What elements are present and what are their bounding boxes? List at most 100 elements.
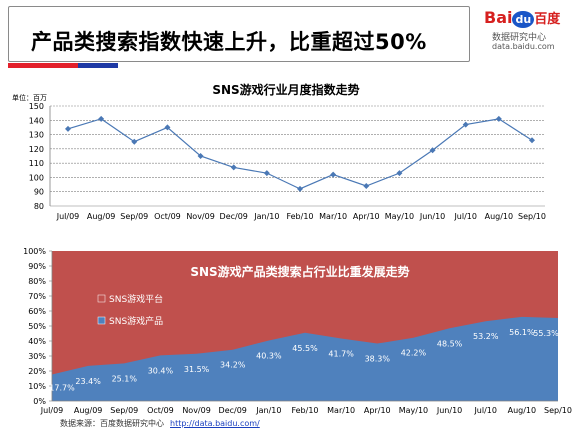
y-tick-label: 140 [29, 116, 44, 125]
x-tick-label: Dec/09 [220, 212, 248, 221]
y-tick-label: 10% [28, 382, 46, 391]
accent-bar-blue [78, 63, 118, 68]
x-tick-label: Apr/10 [353, 212, 380, 221]
x-tick-label: Jan/10 [253, 212, 279, 221]
x-tick-label: Jul/10 [453, 212, 477, 221]
accent-bar-red [8, 63, 78, 68]
data-label: 45.5% [292, 344, 318, 353]
y-tick-label: 50% [28, 322, 46, 331]
x-tick-label: Oct/09 [147, 406, 174, 415]
data-label: 31.5% [184, 365, 210, 374]
legend-label-product: SNS游戏产品 [109, 315, 163, 327]
x-tick-label: Nov/09 [186, 212, 215, 221]
data-label: 42.2% [401, 349, 427, 358]
y-tick-label: 150 [29, 102, 44, 111]
logo-wordmark: Bai du 百度 [484, 8, 560, 28]
data-label: 17.7% [49, 383, 75, 392]
data-label: 34.2% [220, 361, 246, 370]
data-label: 55.3% [533, 329, 559, 338]
data-point [263, 170, 270, 177]
x-tick-label: Mar/10 [319, 212, 347, 221]
data-label: 41.7% [328, 349, 354, 358]
data-point [462, 121, 469, 128]
footer-link[interactable]: http://data.baidu.com/ [170, 419, 260, 428]
y-tick-label: 120 [29, 145, 44, 154]
legend-label-platform: SNS游戏平台 [109, 293, 163, 305]
logo-domain: data.baidu.com [492, 42, 555, 51]
x-tick-label: Aug/09 [74, 406, 103, 415]
data-label: 53.2% [473, 332, 499, 341]
x-tick-label: Jul/09 [56, 212, 80, 221]
data-label: 30.4% [148, 366, 174, 375]
chart-title: SNS游戏产品类搜索占行业比重发展走势 [190, 264, 409, 279]
data-point [197, 153, 204, 159]
y-tick-label: 130 [29, 131, 44, 140]
y-tick-label: 100 [29, 173, 44, 182]
x-tick-label: Oct/09 [154, 212, 181, 221]
y-tick-label: 70% [28, 292, 46, 301]
x-tick-label: Sep/09 [120, 212, 148, 221]
x-tick-label: Feb/10 [286, 212, 313, 221]
area-chart: 0% 10% 20% 30% 40% 50% 60% 70% 80% 90% 100% Jul/09 A… [23, 247, 572, 415]
x-tick-label: Jul/10 [473, 406, 497, 415]
footer-source: 数据来源：百度数据研究中心 [60, 419, 164, 428]
area-series-product [52, 316, 558, 401]
data-label: 56.1% [509, 328, 535, 337]
baidu-logo: Bai du 百度 数据研究中心 data.baidu.com [484, 8, 568, 60]
logo-cn: 百度 [534, 12, 561, 27]
data-point [330, 171, 337, 178]
y-tick-label: 110 [29, 159, 44, 168]
x-tick-label: Sep/09 [110, 406, 138, 415]
data-point [363, 183, 370, 189]
chart-title: SNS游戏行业月度指数走势 [212, 82, 359, 97]
x-tick-label: May/10 [399, 406, 428, 415]
y-tick-label: 80% [28, 277, 46, 286]
unit-label: 单位：百万 [12, 93, 47, 102]
series-line [67, 118, 533, 190]
y-tick-label: 60% [28, 307, 46, 316]
x-tick-label: Aug/10 [508, 406, 537, 415]
x-tick-label: Jan/10 [255, 406, 281, 415]
legend-swatch-platform [97, 294, 106, 303]
data-label: 23.4% [75, 377, 101, 386]
title-box: 产品类搜索指数快速上升，比重超过50% [8, 6, 470, 62]
data-point [131, 138, 138, 145]
y-tick-label: 80 [34, 202, 44, 211]
x-tick-label: Aug/09 [87, 212, 116, 221]
logo-du: du [512, 11, 535, 28]
y-tick-label: 90% [28, 262, 46, 271]
legend-swatch-product [97, 316, 106, 325]
x-tick-label: Jun/10 [436, 406, 462, 415]
data-label: 40.3% [256, 352, 282, 361]
data-point [65, 125, 71, 132]
y-tick-label: 30% [28, 352, 46, 361]
x-tick-label: Sep/10 [518, 212, 546, 221]
data-point [529, 137, 535, 144]
data-point [98, 115, 105, 122]
y-tick-label: 40% [28, 337, 46, 346]
x-tick-label: Apr/10 [364, 406, 391, 415]
data-point [230, 164, 237, 171]
y-tick-label: 20% [28, 367, 46, 376]
logo-bai: Bai [484, 8, 513, 27]
data-label: 48.5% [437, 339, 463, 348]
x-tick-label: Dec/09 [219, 406, 247, 415]
x-tick-label: May/10 [385, 212, 414, 221]
x-tick-label: Sep/10 [544, 406, 572, 415]
data-point [164, 124, 171, 131]
y-tick-label: 0% [33, 397, 46, 406]
x-tick-label: Nov/09 [182, 406, 211, 415]
data-label: 25.1% [112, 374, 138, 383]
page-title: 产品类搜索指数快速上升，比重超过50% [31, 30, 427, 54]
x-tick-label: Jun/10 [419, 212, 445, 221]
data-label: 38.3% [365, 355, 391, 364]
footer: 数据来源：百度数据研究中心 http://data.baidu.com/ [60, 418, 260, 429]
y-tick-label: 90 [34, 188, 44, 197]
y-tick-label: 100% [23, 247, 46, 256]
x-tick-label: Aug/10 [485, 212, 514, 221]
data-point [396, 170, 403, 177]
x-tick-label: Mar/10 [327, 406, 355, 415]
data-point [429, 147, 436, 154]
data-point [297, 185, 303, 192]
